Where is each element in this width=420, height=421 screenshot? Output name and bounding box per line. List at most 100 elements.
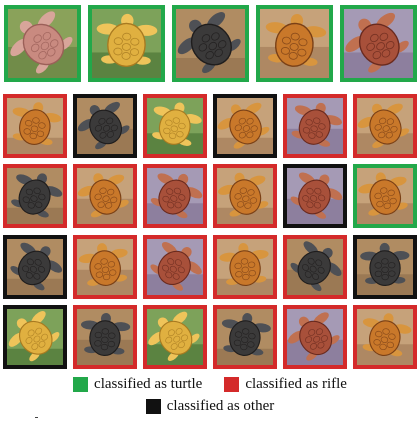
turtle-shell-scute xyxy=(35,201,43,208)
turtle-photo xyxy=(287,239,343,295)
turtle-figure xyxy=(362,313,412,357)
turtle-figure xyxy=(152,102,202,146)
turtle-shell-scute xyxy=(22,196,30,203)
turtle-photo xyxy=(92,9,161,78)
turtle-shell-scute xyxy=(382,328,390,335)
turtle-shell-scute xyxy=(249,197,258,204)
turtle-shell-scute xyxy=(110,196,118,204)
tile-other xyxy=(3,235,67,299)
turtle-shell xyxy=(369,320,401,356)
turtle-shell-scute xyxy=(110,124,118,132)
turtle-shell-scute xyxy=(318,123,326,130)
turtle-shell-scute xyxy=(390,126,398,133)
tile-rifle xyxy=(73,305,137,369)
turtle-figure xyxy=(78,243,128,286)
turtle-shell-scute xyxy=(27,329,35,337)
legend-label-rifle: classified as rifle xyxy=(245,376,347,392)
turtle-shell-scute xyxy=(313,117,321,124)
turtle-shell-scute xyxy=(302,127,311,134)
turtle-shell-scute xyxy=(313,201,322,209)
legend-swatch-turtle xyxy=(73,377,89,392)
tile-rifle xyxy=(73,164,137,228)
turtle-shell xyxy=(229,320,261,357)
turtle-figure xyxy=(11,173,63,218)
turtle-shell-scute xyxy=(305,336,313,343)
turtle-shell-scute xyxy=(95,271,104,278)
turtle-figure xyxy=(290,172,343,219)
turtle-shell-scute xyxy=(314,187,322,195)
turtle-shell-scute xyxy=(388,270,396,277)
turtle-shell-scute xyxy=(378,131,386,139)
turtle-shell-scute xyxy=(173,335,181,343)
turtle-shell-scute xyxy=(308,132,316,139)
turtle-shell-scute xyxy=(233,339,242,346)
turtle-shell-scute xyxy=(387,262,396,269)
turtle-shell xyxy=(369,250,401,287)
turtle-shell-scute xyxy=(29,132,37,140)
turtle-shell-scute xyxy=(35,327,43,335)
turtle-shell-scute xyxy=(307,257,315,265)
turtle-shell-scute xyxy=(247,341,255,348)
turtle-shell-scute xyxy=(372,50,382,60)
turtle-shell-scute xyxy=(235,271,243,278)
turtle-shell-scute xyxy=(381,258,389,265)
turtle-shell-scute xyxy=(234,331,243,338)
turtle-shell-scute xyxy=(383,202,391,209)
turtle-shell-scute xyxy=(106,117,114,125)
turtle-figure xyxy=(288,312,340,361)
turtle-shell-scute xyxy=(315,328,323,336)
turtle-shell-scute xyxy=(217,40,227,49)
turtle-shell-scute xyxy=(170,343,178,350)
turtle-shell-scute xyxy=(121,43,131,51)
turtle-shell-scute xyxy=(302,264,309,271)
turtle-shell-scute xyxy=(315,259,323,267)
turtle-shell-scute xyxy=(208,41,218,51)
turtle-shell-scute xyxy=(382,125,390,132)
turtle-shell-scute xyxy=(309,343,318,350)
turtle-shell-scute xyxy=(174,259,182,266)
turtle-figure xyxy=(357,103,410,149)
turtle-shell-scute xyxy=(30,195,38,202)
turtle-shell-scute xyxy=(113,47,123,56)
turtle-shell xyxy=(89,250,121,286)
turtle-shell-scute xyxy=(167,329,175,337)
tile-other xyxy=(213,94,277,158)
turtle-shell-scute xyxy=(248,269,256,277)
turtle-shell-scute xyxy=(129,48,140,56)
turtle-shell-scute xyxy=(242,195,250,202)
turtle-figure xyxy=(291,102,343,147)
turtle-shell-scute xyxy=(122,32,132,41)
turtle-shell-scute xyxy=(99,131,107,139)
turtle-shell-scute xyxy=(315,131,323,138)
turtle-figure xyxy=(290,241,342,292)
turtle-shell-scute xyxy=(26,258,34,266)
tile-rifle xyxy=(283,305,347,369)
turtle-shell-scute xyxy=(387,189,395,197)
turtle-shell-scute xyxy=(36,130,45,137)
turtle-figure xyxy=(8,311,60,362)
turtle-shell-scute xyxy=(42,31,52,41)
turtle-figure xyxy=(219,242,269,287)
turtle-figure xyxy=(10,242,63,291)
turtle-photo xyxy=(357,98,413,154)
turtle-shell-scute xyxy=(180,334,188,342)
turtle-photo xyxy=(357,239,413,295)
turtle-shell-scute xyxy=(31,343,39,350)
turtle-shell-scute xyxy=(198,43,208,52)
turtle-shell-scute xyxy=(130,37,140,46)
turtle-figure xyxy=(96,13,158,67)
turtle-shell-scute xyxy=(174,201,182,209)
turtle-shell-scute xyxy=(165,336,173,344)
turtle-shell-scute xyxy=(170,195,178,202)
turtle-photo xyxy=(176,9,245,78)
turtle-shell-scute xyxy=(172,273,180,280)
turtle-photo xyxy=(287,98,343,154)
turtle-figure xyxy=(10,11,73,74)
turtle-shell-scute xyxy=(38,122,46,129)
turtle-photo xyxy=(287,168,343,224)
tile-rifle xyxy=(143,235,207,299)
turtle-shell-scute xyxy=(385,41,395,50)
turtle-shell-scute xyxy=(288,51,298,60)
turtle-shell-scute xyxy=(374,270,383,277)
tile-turtle xyxy=(353,164,417,228)
